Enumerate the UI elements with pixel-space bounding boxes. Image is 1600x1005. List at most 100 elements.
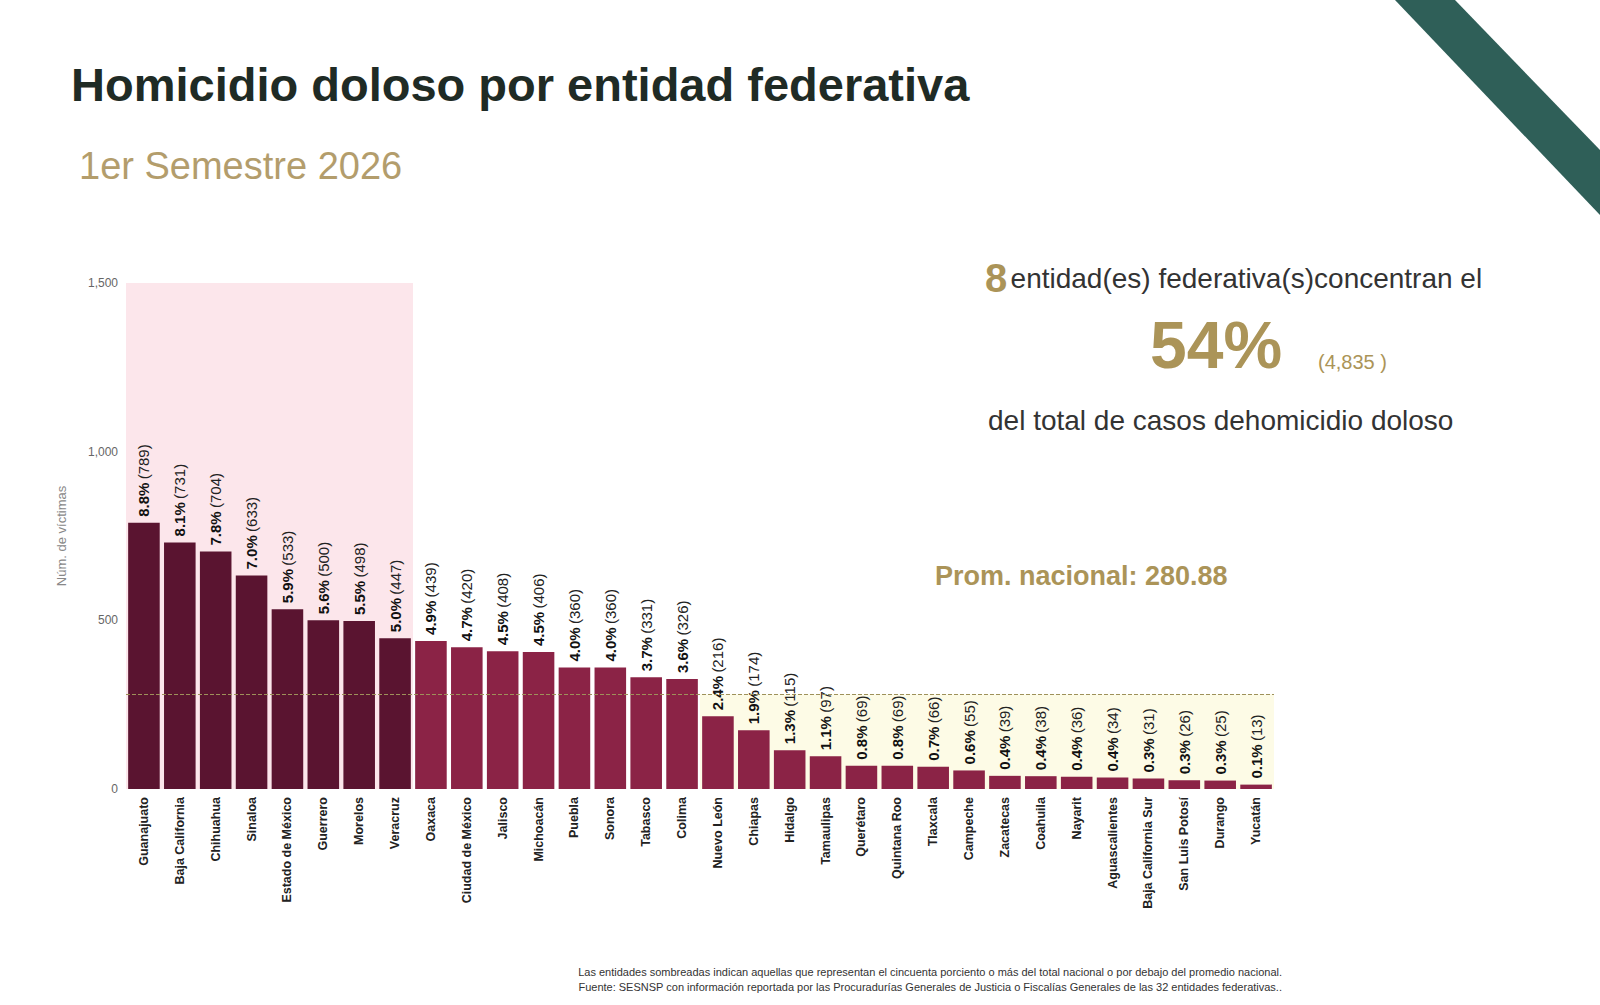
- svg-text:1,500: 1,500: [88, 276, 118, 290]
- svg-text:1er Semestre 2026: 1er Semestre 2026: [79, 145, 402, 187]
- svg-text:Campeche: Campeche: [962, 797, 976, 860]
- svg-text:Hidalgo: Hidalgo: [783, 797, 797, 843]
- svg-text:Zacatecas: Zacatecas: [998, 797, 1012, 858]
- svg-text:Jalisco: Jalisco: [496, 797, 510, 840]
- svg-text:7.8%: 7.8%: [207, 511, 224, 545]
- svg-text:4.5%: 4.5%: [530, 612, 547, 646]
- svg-text:Ciudad de México: Ciudad de México: [460, 797, 474, 904]
- svg-text:(38): (38): [1032, 706, 1049, 733]
- svg-text:5.0%: 5.0%: [387, 598, 404, 632]
- svg-text:(26): (26): [1176, 710, 1193, 737]
- svg-text:Estado de México: Estado de México: [280, 797, 294, 903]
- svg-text:4.7%: 4.7%: [458, 607, 475, 641]
- svg-text:0.3%: 0.3%: [1212, 740, 1229, 774]
- svg-text:1,000: 1,000: [88, 445, 118, 459]
- svg-text:(420): (420): [458, 569, 475, 604]
- svg-text:54%: 54%: [1150, 308, 1282, 382]
- svg-text:(500): (500): [315, 542, 332, 577]
- svg-text:Quintana Roo: Quintana Roo: [890, 797, 904, 879]
- svg-text:4.9%: 4.9%: [422, 601, 439, 635]
- svg-text:8.8%: 8.8%: [135, 483, 152, 517]
- svg-text:5.6%: 5.6%: [315, 580, 332, 614]
- svg-text:Tlaxcala: Tlaxcala: [926, 796, 940, 846]
- svg-text:Fuente: SESNSP con información: Fuente: SESNSP con información reportada…: [578, 981, 1282, 993]
- svg-text:0.8%: 0.8%: [889, 726, 906, 760]
- svg-text:(360): (360): [602, 589, 619, 624]
- svg-text:1.9%: 1.9%: [745, 690, 762, 724]
- svg-text:0.4%: 0.4%: [1032, 736, 1049, 770]
- svg-text:Puebla: Puebla: [567, 796, 581, 838]
- svg-text:0.4%: 0.4%: [1104, 737, 1121, 771]
- svg-text:Veracruz: Veracruz: [388, 797, 402, 849]
- svg-text:San Luis Potosí: San Luis Potosí: [1177, 796, 1191, 890]
- svg-text:500: 500: [98, 613, 118, 627]
- svg-text:(216): (216): [709, 638, 726, 673]
- svg-text:7.0%: 7.0%: [243, 535, 260, 569]
- svg-text:Aguascalientes: Aguascalientes: [1106, 797, 1120, 889]
- svg-text:0: 0: [111, 782, 118, 796]
- svg-text:Tamaulipas: Tamaulipas: [819, 797, 833, 865]
- svg-text:0.4%: 0.4%: [1068, 737, 1085, 771]
- svg-text:(498): (498): [351, 542, 368, 577]
- svg-text:(731): (731): [171, 464, 188, 499]
- svg-text:(633): (633): [243, 497, 260, 532]
- svg-text:Homicidio doloso por entidad f: Homicidio doloso por entidad federativa: [71, 58, 970, 111]
- svg-text:del total de casos dehomicidio: del total de casos dehomicidio doloso: [988, 405, 1453, 436]
- svg-text:5.5%: 5.5%: [351, 581, 368, 615]
- svg-text:(39): (39): [996, 706, 1013, 733]
- svg-text:(704): (704): [207, 473, 224, 508]
- svg-text:(533): (533): [279, 531, 296, 566]
- svg-text:(97): (97): [817, 686, 834, 713]
- svg-text:4.5%: 4.5%: [494, 611, 511, 645]
- svg-text:8.1%: 8.1%: [171, 502, 188, 536]
- svg-text:Yucatán: Yucatán: [1249, 797, 1263, 845]
- svg-text:Nuevo León: Nuevo León: [711, 797, 725, 869]
- svg-text:(31): (31): [1140, 708, 1157, 735]
- svg-text:Núm. de víctimas: Núm. de víctimas: [54, 485, 69, 586]
- svg-text:(406): (406): [530, 573, 547, 608]
- svg-text:(331): (331): [638, 599, 655, 634]
- svg-text:(34): (34): [1104, 707, 1121, 734]
- svg-text:(789): (789): [135, 444, 152, 479]
- svg-text:(447): (447): [387, 560, 404, 595]
- svg-text:(69): (69): [889, 696, 906, 723]
- svg-text:0.3%: 0.3%: [1140, 738, 1157, 772]
- svg-text:3.7%: 3.7%: [638, 637, 655, 671]
- svg-text:Baja California Sur: Baja California Sur: [1141, 797, 1155, 909]
- svg-text:Chiapas: Chiapas: [747, 797, 761, 846]
- svg-text:Durango: Durango: [1213, 797, 1227, 849]
- svg-text:(66): (66): [925, 697, 942, 724]
- svg-text:Las entidades sombreadas indic: Las entidades sombreadas indican aquella…: [578, 966, 1282, 978]
- svg-text:Morelos: Morelos: [352, 797, 366, 845]
- svg-text:Querétaro: Querétaro: [854, 797, 868, 857]
- svg-text:Sonora: Sonora: [603, 796, 617, 840]
- svg-text:(115): (115): [781, 673, 798, 707]
- svg-text:(69): (69): [853, 696, 870, 723]
- svg-text:Colima: Colima: [675, 796, 689, 839]
- svg-text:3.6%: 3.6%: [674, 639, 691, 673]
- svg-text:0.3%: 0.3%: [1176, 740, 1193, 774]
- svg-text:Guanajuato: Guanajuato: [137, 797, 151, 866]
- svg-text:Coahuila: Coahuila: [1034, 796, 1048, 850]
- svg-text:Sinaloa: Sinaloa: [245, 796, 259, 842]
- svg-text:(55): (55): [961, 700, 978, 727]
- svg-text:2.4%: 2.4%: [709, 676, 726, 710]
- svg-text:Chihuahua: Chihuahua: [209, 796, 223, 862]
- svg-text:Baja California: Baja California: [173, 796, 187, 885]
- svg-text:0.7%: 0.7%: [925, 727, 942, 761]
- svg-text:0.6%: 0.6%: [961, 730, 978, 764]
- svg-text:Tabasco: Tabasco: [639, 797, 653, 847]
- svg-text:Michoacán: Michoacán: [532, 797, 546, 862]
- svg-text:4.0%: 4.0%: [566, 627, 583, 661]
- svg-text:(174): (174): [745, 652, 762, 687]
- svg-text:Prom. nacional: 280.88: Prom. nacional: 280.88: [935, 561, 1228, 591]
- svg-text:5.9%: 5.9%: [279, 569, 296, 603]
- svg-text:(25): (25): [1212, 710, 1229, 737]
- svg-text:(4,835 ): (4,835 ): [1318, 351, 1387, 373]
- svg-text:(36): (36): [1068, 707, 1085, 734]
- svg-text:0.1%: 0.1%: [1248, 744, 1265, 778]
- svg-text:1.3%: 1.3%: [781, 710, 798, 744]
- svg-text:4.0%: 4.0%: [602, 627, 619, 661]
- svg-text:(326): (326): [674, 600, 691, 635]
- svg-text:(13): (13): [1248, 714, 1265, 741]
